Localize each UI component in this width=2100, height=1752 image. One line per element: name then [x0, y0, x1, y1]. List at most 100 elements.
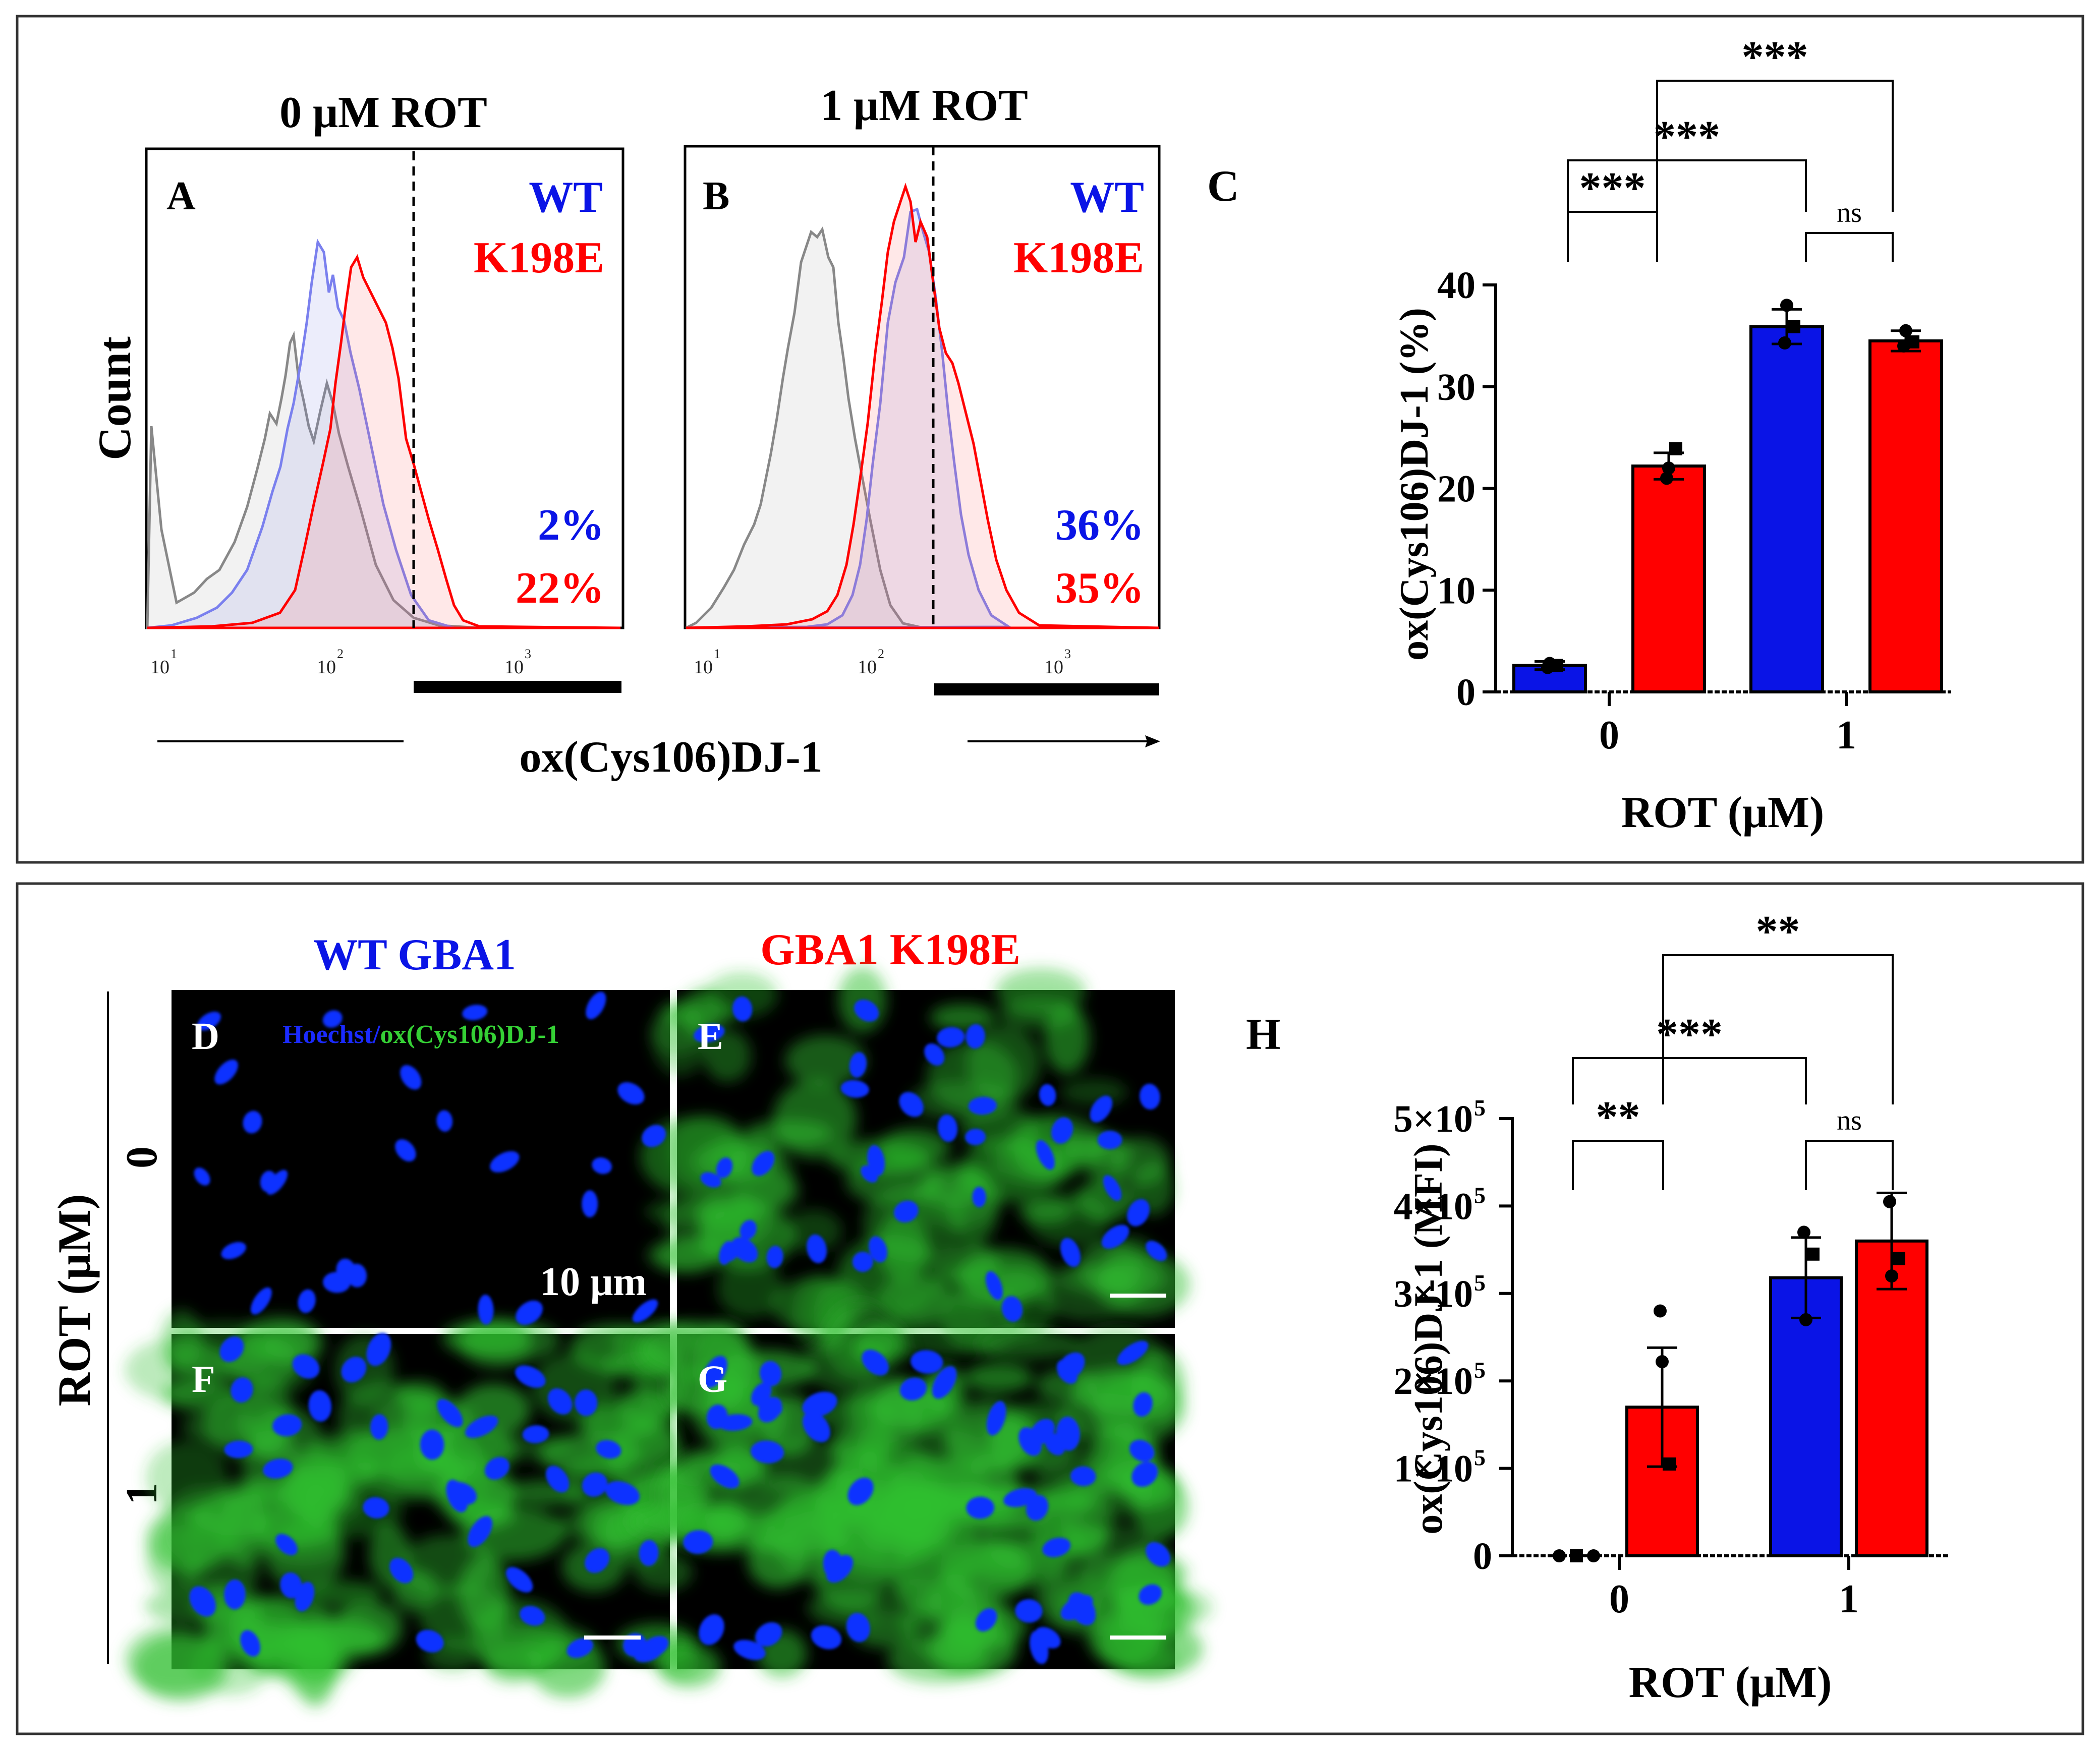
tick-label: 10 [858, 657, 877, 678]
histogram-b-k198e-curve [686, 183, 1160, 629]
cytoplasm-signal [998, 998, 1080, 1029]
cytoplasm-signal [1018, 1197, 1074, 1224]
nucleus [1103, 1175, 1122, 1201]
nucleus [292, 1354, 320, 1379]
nucleus [867, 1145, 885, 1176]
nucleus [751, 1440, 784, 1464]
nucleus [719, 1241, 734, 1265]
nucleus [366, 1333, 391, 1366]
nucleus [1133, 1392, 1153, 1417]
tick-label: 10 [504, 657, 524, 678]
significance-bracket [1805, 232, 1894, 262]
nucleus [322, 1010, 343, 1028]
significance-label: *** [1742, 33, 1808, 82]
nucleus [436, 1110, 453, 1132]
nucleus [546, 1466, 570, 1493]
cytoplasm-signal [750, 1475, 823, 1529]
nucleus [490, 1151, 520, 1173]
nucleus [1060, 1238, 1081, 1267]
histogram-a-wt-pct: 2% [538, 501, 604, 550]
row-label-0: 0 [118, 1146, 166, 1169]
nucleus [224, 1579, 246, 1610]
tick-label: 10 [1044, 657, 1063, 678]
nucleus [516, 1300, 543, 1325]
cytoplasm-signal [1119, 1642, 1179, 1678]
nucleus [847, 1477, 874, 1505]
nucleus [639, 1540, 659, 1566]
data-point [1656, 1355, 1669, 1369]
stain-hoechst: Hoechst/ [282, 1020, 380, 1049]
nucleus [802, 1411, 830, 1442]
y-tick-label: 10 [1437, 569, 1475, 612]
x-axis-label: ROT (μM) [1621, 788, 1825, 837]
cytoplasm-signal [994, 1265, 1055, 1341]
nucleus [437, 1399, 463, 1427]
nucleus [807, 1234, 827, 1263]
micrograph-e-green [640, 967, 1190, 1358]
nucleus [370, 1414, 388, 1440]
tick-label: 10 [694, 657, 713, 678]
cytoplasm-signal [484, 1434, 573, 1460]
micrograph-f-letter: F [192, 1358, 215, 1400]
scale-bar-g [1110, 1636, 1166, 1640]
nucleus [395, 1139, 416, 1162]
y-tick-label: 4×10 [1394, 1185, 1473, 1228]
histogram-b-k198e-pct: 35% [1055, 564, 1144, 613]
y-tick-label: 0 [1473, 1535, 1492, 1578]
cytoplasm-signal [976, 1329, 1080, 1360]
nucleus [710, 1464, 740, 1489]
histogram-b-wt-curve [686, 207, 1013, 629]
tick-exponent: 1 [714, 647, 720, 661]
nucleus [694, 1024, 725, 1043]
nucleus [575, 1389, 598, 1416]
significance-label: ns [1837, 1105, 1862, 1136]
nucleus [966, 1024, 985, 1049]
nucleus [823, 1549, 843, 1580]
nucleus [224, 1440, 253, 1458]
nucleus [280, 1572, 302, 1599]
data-point [1906, 335, 1919, 348]
data-point [1669, 442, 1682, 455]
chart-c-letter: C [1207, 162, 1239, 211]
nucleus [363, 1497, 389, 1519]
histogram-a-k198e-pct: 22% [516, 564, 604, 613]
nucleus [214, 1060, 238, 1085]
cytoplasm-signal [943, 1398, 1031, 1475]
nucleus [260, 1171, 277, 1192]
nucleus [1036, 1140, 1055, 1170]
nucleus [336, 1258, 356, 1282]
nucleus [586, 991, 606, 1020]
nucleus [766, 1246, 783, 1268]
y-tick-exponent: 5 [1474, 1357, 1486, 1383]
y-tick-label: 5×10 [1394, 1098, 1473, 1140]
nucleus [1090, 1095, 1113, 1123]
micrograph-d-nuclei [194, 991, 666, 1325]
nucleus [1056, 1360, 1078, 1384]
nucleus [642, 1125, 666, 1147]
histogram-a-letter: A [166, 174, 196, 218]
nucleus [1001, 1296, 1023, 1322]
histogram-b-letter: B [703, 174, 729, 218]
y-tick-label: 1×10 [1394, 1448, 1473, 1490]
cytoplasm-signal [892, 1540, 973, 1616]
nucleus [758, 1396, 782, 1423]
y-axis-label: ox(Cys106)DJ-1 (%) [1392, 308, 1437, 661]
nucleus [894, 1200, 919, 1222]
cytoplasm-signal [134, 1635, 229, 1701]
cytoplasm-signal [878, 1128, 950, 1167]
nucleus [868, 1236, 887, 1263]
x-axis-arrowhead [1145, 735, 1160, 747]
x-tick-label: 0 [1599, 713, 1619, 757]
cytoplasm-signal [705, 972, 778, 1018]
bottom-panel-frame [16, 882, 2084, 1735]
nucleus [1003, 1488, 1037, 1507]
significance-bracket [1662, 954, 1894, 1104]
cytoplasm-signal [963, 1363, 1034, 1393]
nucleus [582, 1472, 608, 1497]
nucleus [937, 1027, 965, 1047]
cytoplasm-signal [186, 1498, 268, 1553]
significance-bracket [1567, 159, 1807, 212]
nucleus [263, 1458, 293, 1479]
cytoplasm-signal [834, 1435, 886, 1463]
cytoplasm-signal [299, 1645, 352, 1681]
